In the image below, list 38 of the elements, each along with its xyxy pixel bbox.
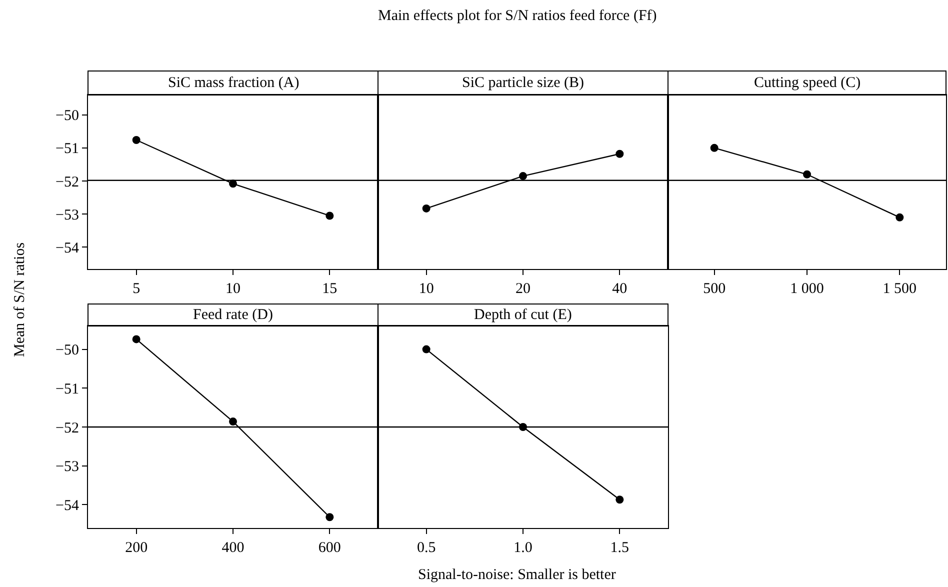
chart-title: Feed rate (D) [193,307,273,323]
y-tick-label: −52 [56,174,79,190]
chart-title: Cutting speed (C) [754,75,861,91]
x-tick-label: 5 [132,281,140,297]
text: Main effects plot for S/N ratios feed force (Ff) [378,8,657,24]
x-tick-label: 500 [703,281,726,297]
x-tick-label: 20 [516,281,530,297]
text: Signal-to-noise: Smaller is better [418,567,616,583]
x-tick-label: 40 [612,281,628,297]
x-tick-label: 400 [222,540,244,556]
x-tick-label: 1.5 [610,540,630,556]
x-tick-label: 0.5 [416,540,436,556]
y-axis-title: Mean of S/N ratios [12,242,28,357]
point [132,335,140,344]
y-tick-label: −53 [56,207,79,224]
x-tick-label: 10 [226,281,240,297]
x-tick-label: 10 [418,281,434,297]
y-tick-label: −51 [56,141,79,158]
y-tick-label: −54 [56,240,80,256]
x-tick-label: 1 500 [882,281,917,297]
chart-title: SiC mass fraction (A) [168,75,300,91]
y-tick-label: −53 [56,459,79,476]
point [132,136,140,144]
point [229,418,237,426]
y-tick-label: −50 [56,108,79,124]
y-tick-label: −54 [56,498,80,514]
chart-title: SiC particle size (B) [462,75,584,91]
x-tick-label: 1 000 [790,281,824,297]
point [326,212,334,220]
x-tick-label: 200 [125,540,148,556]
chart-title: Depth of cut (E) [474,307,572,323]
point [326,513,334,522]
y-tick-label: −51 [56,381,79,398]
x-tick-label: 600 [318,540,341,556]
y-tick-label: −50 [56,342,79,359]
x-tick-label: 1.0 [514,540,532,556]
x-tick-label: 15 [322,281,338,297]
y-tick-label: −52 [56,420,79,436]
